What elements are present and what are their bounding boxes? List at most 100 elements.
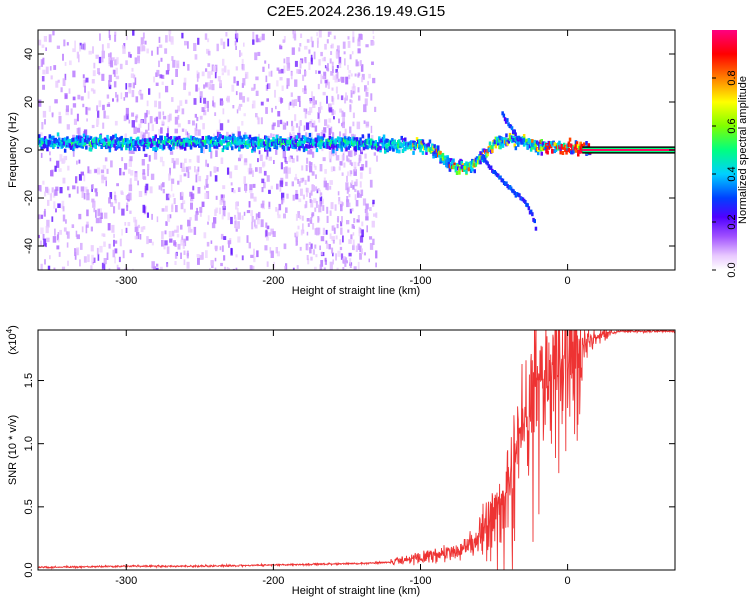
spectrogram-noise-cell <box>68 193 71 198</box>
spectrogram-trace-cell <box>374 140 378 144</box>
spectrogram-noise-cell <box>101 44 104 52</box>
spectrogram-noise-cell <box>222 58 225 66</box>
spectrogram-noise-cell <box>237 126 240 132</box>
spectrogram-noise-cell <box>70 108 73 115</box>
spectrogram-noise-cell <box>118 256 121 263</box>
spectrogram-noise-cell <box>295 213 298 221</box>
spectrogram-noise-cell <box>158 44 163 48</box>
spectrogram-noise-cell <box>286 85 289 89</box>
spectrogram-noise-cell <box>45 226 49 234</box>
spectrogram-noise-cell <box>305 200 308 208</box>
spectrogram-noise-cell <box>93 62 96 69</box>
spectrogram-noise-cell <box>287 62 290 69</box>
spectrogram-trace-cell <box>421 150 425 155</box>
spectrogram-noise-cell <box>184 99 188 104</box>
spectrogram-trace-cell <box>454 168 458 173</box>
spectrogram-noise-cell <box>330 126 333 134</box>
spectrogram-noise-cell <box>324 257 327 262</box>
spectrogram-trace-cell <box>335 147 339 151</box>
spectrogram-noise-cell <box>101 50 105 59</box>
snr-y-tick-label: 0.0 <box>23 562 35 577</box>
spectrogram-noise-cell <box>352 184 355 190</box>
spectrogram-noise-cell <box>128 159 132 167</box>
spectrogram-trace-cell <box>168 144 172 149</box>
spectrogram-noise-cell <box>114 59 118 66</box>
spectrogram-trace-cell <box>342 141 346 146</box>
spectrogram-trace-cell <box>427 142 431 147</box>
spectrogram-noise-cell <box>252 100 256 109</box>
spectrogram-noise-cell <box>85 106 88 115</box>
spectrogram-noise-cell <box>195 174 198 183</box>
spectrogram-noise-cell <box>276 183 279 190</box>
spectrogram-trace-cell <box>431 143 434 148</box>
spectrogram-noise-cell <box>369 236 373 240</box>
spectrogram-noise-cell <box>307 258 310 265</box>
spectrogram-noise-cell <box>313 51 316 60</box>
spectrogram-noise-cell <box>196 73 199 82</box>
spectrogram-noise-cell <box>179 174 182 183</box>
spectrogram-noise-cell <box>298 198 302 203</box>
spectrogram-noise-cell <box>226 131 229 139</box>
spectrogram-noise-cell <box>142 32 145 39</box>
spectrogram-noise-cell <box>236 80 239 86</box>
spectrogram-noise-cell <box>306 244 309 251</box>
spectrogram-noise-cell <box>341 122 344 127</box>
spectrogram-trace-cell <box>379 148 382 153</box>
spectrogram-noise-cell <box>61 266 66 270</box>
spectrogram-noise-cell <box>213 217 217 224</box>
spectrogram-noise-cell <box>187 219 191 227</box>
spectrogram-noise-cell <box>356 61 360 67</box>
spectrogram-noise-cell <box>312 270 314 274</box>
spectrogram-noise-cell <box>114 120 118 126</box>
spectrogram-noise-cell <box>238 105 241 109</box>
spectrogram-noise-cell <box>193 98 197 105</box>
spectrogram-trace-cell <box>400 135 403 140</box>
spectrogram-noise-cell <box>268 189 271 194</box>
spectrogram-noise-cell <box>103 258 107 265</box>
spectrogram-trace-cell <box>207 140 210 145</box>
spectrogram-noise-cell <box>282 39 285 43</box>
spectrogram-noise-cell <box>128 150 132 154</box>
spectrogram-trace-cell <box>231 146 234 151</box>
spectrogram-noise-cell <box>147 132 150 140</box>
spectrogram-noise-cell <box>65 219 67 224</box>
spectrogram-noise-cell <box>140 44 143 52</box>
spectrogram-noise-cell <box>282 150 286 159</box>
spectrogram-noise-cell <box>207 82 211 87</box>
spectrogram-trace-cell <box>121 143 125 148</box>
spectrogram-noise-cell <box>315 227 320 236</box>
spectrogram-noise-cell <box>44 208 46 217</box>
spectrogram-trace-cell <box>75 135 79 140</box>
spectrogram-noise-cell <box>138 224 140 229</box>
spectrogram-trace-cell <box>107 138 110 143</box>
spectrogram-noise-cell <box>159 266 163 270</box>
spectrogram-noise-cell <box>156 263 159 267</box>
spectrogram-noise-cell <box>187 227 192 233</box>
spectrogram-trace-cell <box>138 147 141 151</box>
spectrogram-noise-cell <box>85 77 89 83</box>
spectrogram-noise-cell <box>49 193 52 201</box>
spectrogram-noise-cell <box>251 104 254 109</box>
spectrogram-trace-cell <box>166 133 169 138</box>
spectrogram-noise-cell <box>327 68 330 72</box>
spectrogram-trace-cell <box>447 157 451 162</box>
spectrogram-noise-cell <box>38 99 42 107</box>
spectrogram-noise-cell <box>353 85 356 94</box>
spectrogram-noise-cell <box>39 240 43 247</box>
spectrogram-noise-cell <box>320 106 323 110</box>
spectrogram-noise-cell <box>320 80 323 84</box>
spectrogram-trace-cell <box>412 150 415 155</box>
spectrogram-trace-cell <box>219 134 222 138</box>
spectrogram-noise-cell <box>306 231 309 236</box>
spectrogram-trace-cell <box>361 134 365 139</box>
spectrogram-noise-cell <box>158 60 160 68</box>
spectrogram-noise-cell <box>185 166 190 173</box>
spectrogram-noise-cell <box>204 185 206 190</box>
spectrogram-noise-cell <box>333 116 335 120</box>
spectrogram-noise-cell <box>235 224 239 229</box>
spectrogram-noise-cell <box>221 194 225 198</box>
spectrogram-noise-cell <box>212 65 216 72</box>
spectrogram-noise-cell <box>272 133 275 139</box>
spectrogram-noise-cell <box>214 175 218 182</box>
spectrogram-trace-cell <box>534 142 538 147</box>
